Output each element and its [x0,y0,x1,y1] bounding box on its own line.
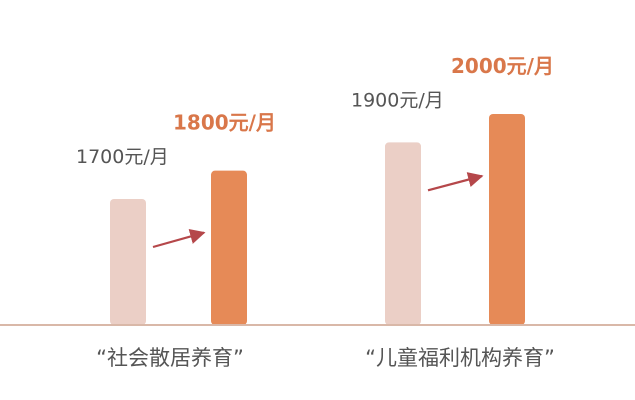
bar-before-1 [385,142,421,325]
value-label-before-1: 1900元/月 [351,89,444,111]
value-label-after-1: 2000元/月 [451,54,554,78]
bar-after-1 [489,114,525,325]
increase-arrow-icon [152,229,206,249]
value-label-before-0: 1700元/月 [76,146,169,168]
increase-arrow-icon [427,172,484,192]
category-label-0: “社会散居养育” [96,346,244,370]
value-label-after-0: 1800元/月 [173,111,276,135]
bar-after-0 [211,170,247,325]
bar-before-0 [110,199,146,325]
category-label-1: “儿童福利机构养育” [365,346,555,370]
